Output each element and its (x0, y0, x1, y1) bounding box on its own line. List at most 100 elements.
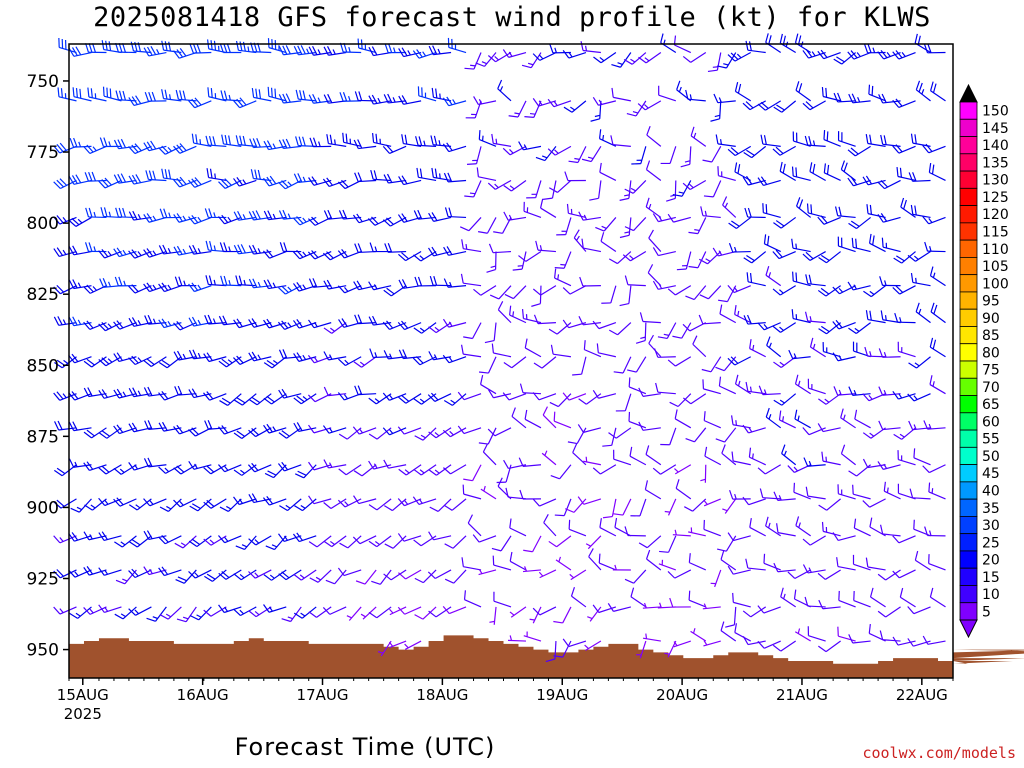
colorbar-label: 120 (982, 207, 1009, 223)
wind-barb (460, 344, 482, 358)
wind-barb (83, 427, 107, 439)
wind-barb (791, 238, 811, 253)
wind-barb (377, 640, 392, 657)
wind-barb (429, 275, 452, 287)
wind-barb (653, 348, 676, 358)
wind-barb (851, 237, 871, 253)
wind-barb (703, 180, 722, 198)
colorbar-swatch (959, 118, 978, 137)
wind-barb (818, 251, 841, 264)
wind-barb (233, 210, 257, 221)
wind-barb (550, 464, 572, 480)
wind-barb (521, 52, 542, 69)
wind-barb (145, 170, 167, 182)
wind-barb (173, 498, 197, 508)
wind-barb (463, 590, 482, 608)
wind-barb (930, 302, 946, 324)
colorbar-top-arrow (959, 83, 978, 103)
wind-barb (353, 495, 377, 505)
wind-barb (897, 341, 916, 358)
wind-barb (263, 423, 287, 434)
wind-barb (699, 285, 722, 300)
wind-barb (464, 180, 482, 198)
wind-barb (853, 518, 871, 537)
wind-barb (832, 532, 856, 541)
wind-barb (480, 485, 497, 500)
wind-barb (371, 132, 392, 147)
wind-barb (53, 535, 77, 544)
wind-barb (293, 422, 317, 432)
wind-barb (323, 535, 347, 548)
wind-barb (279, 498, 302, 512)
wind-barb (98, 531, 122, 542)
wind-barb (342, 132, 362, 147)
colorbar-label: 130 (982, 173, 1009, 189)
wind-barb (562, 285, 587, 295)
wind-barb (248, 493, 272, 504)
wind-barb (731, 451, 751, 466)
wind-barb (218, 535, 242, 544)
wind-barb (235, 135, 257, 147)
x-tick-label: 16AUG (177, 686, 229, 704)
wind-barb (504, 285, 527, 300)
wind-barb (220, 90, 242, 102)
wind-barb (590, 100, 602, 122)
wind-barb (518, 251, 542, 262)
wind-barb (624, 180, 647, 194)
wind-barb (430, 135, 452, 147)
wind-barb (909, 488, 931, 500)
wind-barb (143, 566, 167, 576)
wind-barb (443, 172, 467, 183)
wind-barb (619, 285, 632, 307)
wind-barb (817, 49, 841, 60)
colorbar-swatch (959, 395, 978, 414)
wind-barb (599, 518, 617, 537)
wind-barb (232, 97, 257, 109)
wind-barb (464, 52, 482, 70)
wind-barb (866, 204, 886, 219)
wind-barb (673, 640, 691, 648)
wind-barb (900, 197, 916, 218)
wind-barb (188, 282, 212, 293)
wind-barb (443, 498, 467, 511)
wind-barb (809, 162, 826, 181)
colorbar-swatch (959, 153, 978, 172)
wind-barb (497, 79, 512, 102)
wind-barb (83, 387, 107, 398)
wind-barb (847, 281, 871, 291)
wind-barb (638, 535, 662, 549)
wind-barb (279, 242, 302, 253)
wind-barb (791, 309, 811, 324)
wind-barb (128, 568, 152, 579)
wind-barb (757, 100, 782, 111)
wind-barb (915, 80, 931, 102)
wind-barb (892, 636, 916, 646)
wind-barb (417, 86, 437, 102)
y-tick-label: 875 (27, 427, 59, 447)
wind-barb (233, 244, 257, 255)
wind-barb (730, 415, 751, 429)
wind-barb (660, 33, 677, 54)
wind-barb (442, 318, 467, 328)
wind-barb (701, 356, 722, 373)
wind-barb (600, 232, 617, 253)
wind-barb (922, 143, 946, 154)
wind-barb (511, 407, 527, 429)
wind-barb (264, 464, 287, 479)
wind-barb (897, 450, 916, 466)
wind-barb (159, 606, 182, 620)
wind-barb (554, 251, 572, 269)
wind-barb (541, 450, 557, 466)
wind-barb (757, 322, 781, 331)
wind-barb (369, 348, 392, 359)
wind-barb (667, 569, 692, 579)
wind-barb (431, 87, 452, 102)
wind-barb (353, 139, 377, 150)
wind-barb (323, 498, 347, 510)
colorbar-swatch (959, 170, 978, 189)
wind-barb (113, 320, 137, 330)
wind-barb (278, 388, 302, 399)
colorbar-label: 35 (982, 501, 1000, 517)
wind-barb (233, 496, 257, 506)
wind-barb (892, 285, 916, 295)
